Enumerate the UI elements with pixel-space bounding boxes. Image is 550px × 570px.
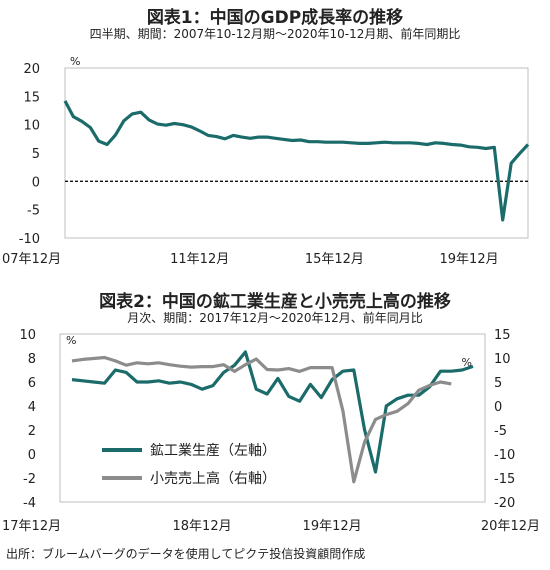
y-unit-label: % <box>70 55 80 68</box>
series-line-retail-sales <box>71 355 452 484</box>
y-left-tick-label: -2 <box>23 472 36 487</box>
y-right-tick-label: 10 <box>494 352 511 367</box>
y-left-tick-label: 6 <box>28 376 36 391</box>
y-tick-label: 20 <box>23 62 40 77</box>
y-tick-label: 5 <box>32 147 40 162</box>
y-left-tick-label: 0 <box>28 448 36 463</box>
y-right-tick-label: -20 <box>494 496 515 511</box>
chart2-subtitle: 月次、期間：2017年12月～2020年12月、前年同月比 <box>127 311 423 325</box>
x-tick-label: 19年12月 <box>303 519 362 534</box>
y-left-tick-label: 2 <box>28 424 36 439</box>
chart1-title: 図表1：中国のGDP成長率の推移 <box>146 8 404 28</box>
y-right-tick-label: 0 <box>494 400 502 415</box>
plot-frame <box>59 333 486 503</box>
y-tick-label: -5 <box>27 204 40 219</box>
gdp-growth-chart: -10 -5 0 5 10 15 20% 07年12月 11年12月 15年12月 19年12月 <box>2 55 530 267</box>
y-left-unit-label: % <box>66 334 76 347</box>
y-left-tick-label: 4 <box>28 400 36 415</box>
y-right-tick-label: 15 <box>494 328 511 343</box>
y-tick-label: 10 <box>23 119 40 134</box>
y-right-tick-label: -15 <box>494 472 515 487</box>
source-note: 出所：ブルームバーグのデータを使用してピクテ投信投資顧問作成 <box>6 547 366 561</box>
y-left-tick-label: 10 <box>19 328 36 343</box>
y-right-unit-label: % <box>462 356 472 369</box>
y-right-tick-label: -10 <box>494 448 515 463</box>
x-tick-label: 20年12月 <box>481 519 540 534</box>
y-tick-label: -10 <box>19 232 40 247</box>
chart2-title: 図表2：中国の鉱工業生産と小売売上高の推移 <box>99 292 451 312</box>
legend-label: 鉱工業生産（左軸） <box>150 442 276 459</box>
series-line-gdp <box>63 100 530 222</box>
plot-frame <box>64 67 529 239</box>
x-tick-label: 07年12月 <box>2 252 61 267</box>
x-tick-label: 15年12月 <box>305 252 364 267</box>
x-tick-label: 17年12月 <box>2 519 61 534</box>
legend-label: 小売売上高（右軸） <box>150 470 276 487</box>
y-right-tick-label: -5 <box>494 424 507 439</box>
x-tick-label: 19年12月 <box>440 252 499 267</box>
y-tick-label: 0 <box>32 175 40 190</box>
y-left-tick-label: 8 <box>28 352 36 367</box>
x-tick-label: 18年12月 <box>173 519 232 534</box>
series-line-industrial-production <box>71 350 474 474</box>
y-tick-label: 15 <box>23 90 40 105</box>
x-tick-label: 11年12月 <box>170 252 229 267</box>
y-right-tick-label: 5 <box>494 376 502 391</box>
y-left-tick-label: -4 <box>23 496 36 511</box>
chart1-subtitle: 四半期、期間：2007年10-12月期～2020年10-12月期、前年同期比 <box>89 27 461 41</box>
